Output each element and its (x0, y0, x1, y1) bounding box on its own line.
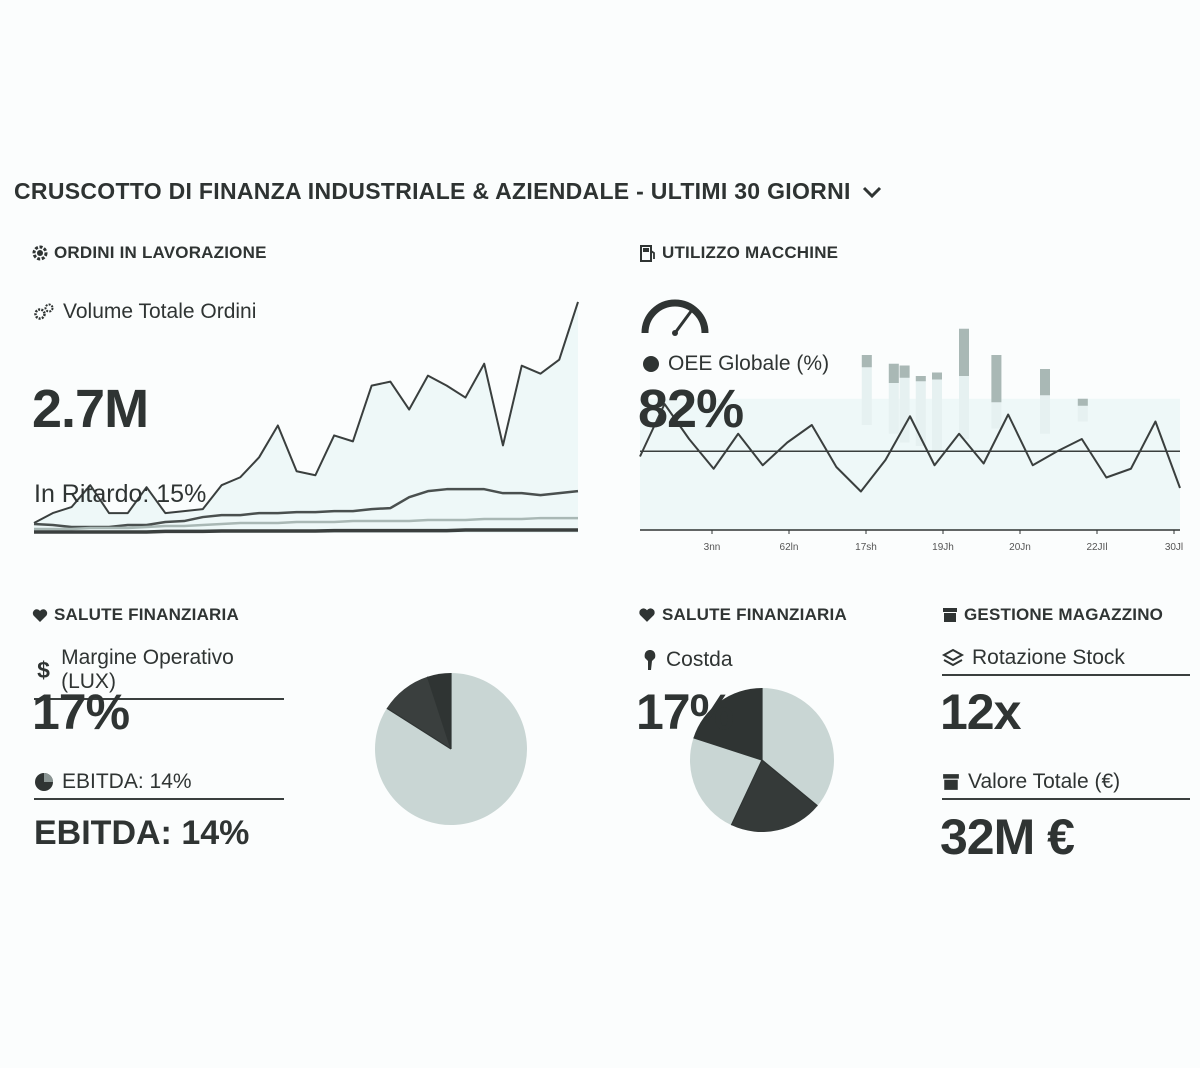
machines-bar-9 (1077, 398, 1088, 422)
machines-x-tick-label: 30Jl (1165, 542, 1183, 553)
orders-series-line-4 (34, 528, 578, 534)
orders-area-fill (34, 301, 578, 533)
chevron-down-icon[interactable] (861, 181, 883, 203)
layers-icon (941, 648, 965, 667)
cost-pie-slice-edge (693, 737, 763, 761)
orders-metric-label: Volume Totale Ordini (33, 300, 256, 324)
machines-area-bg (640, 398, 1180, 530)
orders-series-line-2 (33, 487, 579, 529)
orders-delay-label: In Ritardo: 15% (34, 480, 207, 508)
cost-pie-slice-edge (761, 759, 818, 807)
margin-pie-slice-edge (386, 707, 452, 750)
dashboard-title[interactable]: CRUSCOTTO DI FINANZA INDUSTRIALE & AZIEN… (14, 178, 883, 205)
gear-icon (32, 245, 48, 261)
machines-bar-top-8 (1040, 369, 1050, 396)
cost-label: Costda (642, 648, 733, 672)
heart-icon (639, 608, 655, 622)
pin-icon (644, 650, 656, 670)
machines-bar-top-6 (959, 328, 969, 376)
machines-section-title: UTILIZZO MACCHINE (640, 243, 838, 263)
finance-left-section-title: SALUTE FINANZIARIA (32, 605, 239, 625)
cost-pie-slice-2 (731, 760, 818, 832)
heart-icon (32, 608, 48, 622)
machines-oee-line (639, 403, 1181, 493)
orders-section-title: ORDINI IN LAVORAZIONE (32, 243, 267, 263)
cost-pie-slice-4 (693, 688, 762, 760)
machines-bar-top-2 (888, 363, 899, 383)
margin-value: 17% (32, 684, 130, 740)
ebitda-value: EBITDA: 14% (34, 814, 250, 852)
finance-right-section-title: SALUTE FINANZIARIA (638, 605, 847, 625)
orders-series-line-1 (33, 301, 579, 524)
total-value-label: Valore Totale (€) (942, 770, 1190, 800)
archive-icon (943, 608, 957, 622)
machines-bar-top-3 (899, 365, 910, 378)
machines-bar-3 (899, 365, 910, 443)
machines-bar-1 (861, 355, 872, 425)
rotation-label: Rotazione Stock (941, 646, 1190, 676)
machines-bar-top-1 (861, 355, 872, 368)
margin-pie-slice-2 (386, 676, 451, 749)
margin-label: $ Margine Operativo (LUX) (34, 646, 284, 700)
gauge-icon (641, 299, 709, 336)
cost-pie-slice-edge (730, 759, 763, 826)
ebitda-label: EBITDA: 14% (34, 770, 284, 800)
machines-x-tick-label: 62ln (780, 542, 799, 553)
margin-pie-slice-edge (426, 676, 452, 750)
cost-pie-chart (690, 688, 834, 832)
machines-bar-top-7 (991, 355, 1002, 403)
orders-metric-value: 2.7M (32, 379, 149, 439)
machines-bar-8 (1040, 369, 1050, 434)
warehouse-section-title: GESTIONE MAGAZZINO (942, 605, 1163, 625)
machines-x-tick-label: 3nn (704, 542, 721, 553)
machines-bar-4 (915, 376, 926, 446)
margin-pie-chart (375, 673, 527, 825)
pie-icon (35, 773, 53, 791)
machines-bar-6 (959, 328, 969, 439)
dashboard-title-text: CRUSCOTTO DI FINANZA INDUSTRIALE & AZIEN… (14, 178, 851, 204)
fuel-icon (640, 245, 655, 262)
machines-x-tick-label: 20Jn (1009, 542, 1031, 553)
machines-bar-2 (888, 363, 899, 434)
machines-bar-top-5 (932, 372, 942, 380)
cost-pie-slice-3 (690, 737, 762, 826)
machines-bar-5 (932, 372, 942, 452)
archive-icon (943, 774, 959, 790)
gears-icon (34, 303, 54, 320)
machines-x-tick-label: 17sh (855, 542, 877, 553)
orders-series-line-3 (34, 516, 578, 531)
machines-x-tick-label: 19Jh (932, 542, 954, 553)
machines-x-tick-label: 22JIl (1086, 542, 1107, 553)
machines-bar-top-4 (915, 376, 926, 382)
dot-icon (643, 356, 659, 372)
cost-value: 17% (636, 684, 734, 740)
machines-metric-label: OEE Globale (%) (642, 352, 829, 376)
dollar-icon: $ (37, 656, 50, 683)
machines-bar-top-9 (1077, 398, 1088, 406)
rotation-value: 12x (940, 684, 1021, 740)
cost-pie-slice-1 (762, 688, 834, 806)
machines-chart: 3nn 62ln 17sh 19Jh 20Jn 22JIl 30Jl (639, 328, 1183, 553)
total-value: 32M € (940, 809, 1075, 865)
machines-metric-value: 82% (638, 379, 744, 439)
orders-area-chart (33, 301, 579, 534)
